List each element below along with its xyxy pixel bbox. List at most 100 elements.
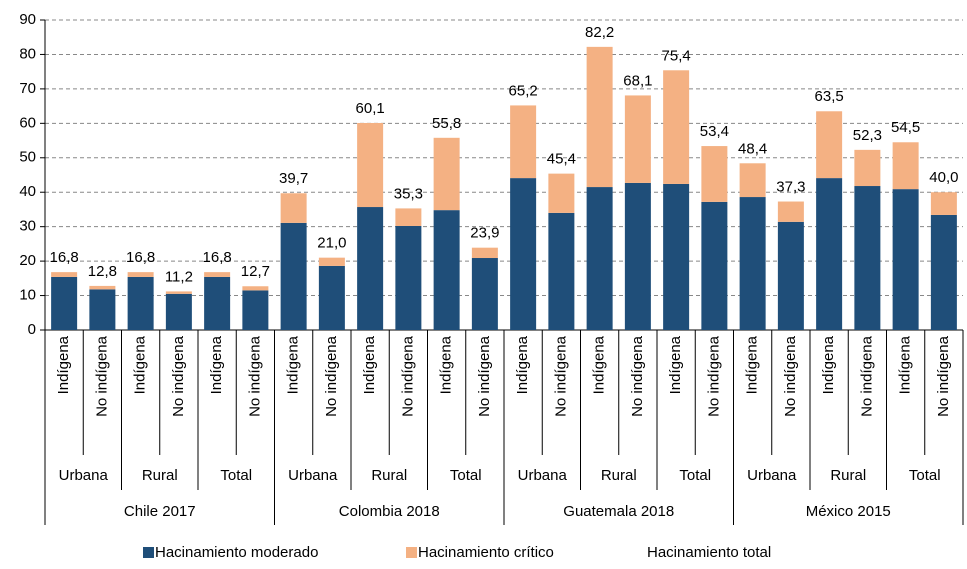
y-tick-label: 70: [19, 80, 36, 97]
bar-segment: [395, 225, 422, 330]
bar-segment: [777, 221, 804, 330]
country-label: México 2015: [806, 503, 891, 520]
x-tick-label: No indígena: [399, 335, 416, 417]
x-tick-label: Indígena: [132, 335, 149, 394]
bar-segment: [357, 122, 384, 208]
bar-segment: [165, 291, 192, 294]
y-tick-label: 90: [19, 11, 36, 28]
x-tick-label: Indígena: [285, 335, 302, 394]
y-tick-label: 60: [19, 114, 36, 131]
bar-segment: [242, 286, 269, 291]
bar-segment: [51, 272, 78, 277]
bar-segment: [510, 105, 537, 179]
x-tick-label: Indígena: [438, 335, 455, 394]
bar-segment: [471, 247, 498, 259]
bar-segment: [816, 178, 843, 330]
legend-label: Hacinamiento moderado: [155, 544, 318, 561]
x-tick-label: Indígena: [55, 335, 72, 394]
legend-label: Hacinamiento total: [647, 544, 771, 561]
y-tick-label: 30: [19, 218, 36, 235]
y-tick-label: 0: [28, 321, 36, 338]
x-tick-label: Indígena: [361, 335, 378, 394]
total-label: 37,3: [776, 178, 805, 195]
bar-segment: [701, 201, 728, 330]
bar-segment: [471, 258, 498, 330]
total-label: 54,5: [891, 119, 920, 136]
bar-segment: [280, 193, 307, 223]
group-label: Total: [679, 467, 711, 484]
bar-segment: [663, 70, 690, 184]
x-tick-label: No indígena: [170, 335, 187, 417]
bar-segment: [204, 276, 231, 330]
total-label: 68,1: [623, 72, 652, 89]
total-label: 21,0: [317, 235, 346, 252]
total-label: 12,7: [241, 263, 270, 280]
bar-segment: [854, 149, 881, 187]
total-label: 55,8: [432, 115, 461, 132]
bar-segment: [357, 207, 384, 330]
total-label: 16,8: [203, 249, 232, 266]
group-label: Rural: [601, 467, 637, 484]
x-tick-label: Indígena: [514, 335, 531, 394]
bar-segment: [510, 178, 537, 330]
group-label: Total: [450, 467, 482, 484]
country-label: Colombia 2018: [339, 503, 440, 520]
country-label: Chile 2017: [124, 503, 196, 520]
bar-segment: [280, 222, 307, 330]
bar-segment: [318, 257, 345, 266]
bar-segment: [854, 186, 881, 330]
x-tick-label: Indígena: [820, 335, 837, 394]
total-label: 23,9: [470, 225, 499, 242]
bar-segment: [777, 201, 804, 222]
group-label: Total: [909, 467, 941, 484]
group-label: Total: [220, 467, 252, 484]
bar-segment: [127, 272, 154, 277]
total-label: 16,8: [126, 249, 155, 266]
total-label: 53,4: [700, 123, 729, 140]
x-tick-label: No indígena: [93, 335, 110, 417]
total-label: 60,1: [356, 100, 385, 117]
bar-segment: [624, 182, 651, 330]
x-tick-label: No indígena: [476, 335, 493, 417]
bar-segment: [318, 265, 345, 330]
bar-segment: [739, 197, 766, 330]
x-tick-label: No indígena: [552, 335, 569, 417]
y-tick-label: 80: [19, 45, 36, 62]
legend-label: Hacinamiento crítico: [418, 544, 554, 561]
bar-segment: [663, 183, 690, 330]
group-label: Rural: [142, 467, 178, 484]
y-tick-label: 40: [19, 183, 36, 200]
bar-segment: [433, 210, 460, 330]
bar-segment: [89, 285, 116, 290]
total-label: 45,4: [547, 151, 576, 168]
x-tick-label: No indígena: [705, 335, 722, 417]
bar-segment: [586, 187, 613, 330]
bar-segment: [624, 95, 651, 183]
total-label: 65,2: [509, 82, 538, 99]
legend-swatch: [143, 547, 154, 558]
group-label: Urbana: [288, 467, 338, 484]
x-tick-label: No indígena: [323, 335, 340, 417]
x-tick-label: Indígena: [897, 335, 914, 394]
x-tick-label: Indígena: [667, 335, 684, 394]
total-label: 16,8: [50, 249, 79, 266]
y-tick-label: 10: [19, 287, 36, 304]
total-label: 52,3: [853, 127, 882, 144]
bar-segment: [701, 146, 728, 202]
x-tick-label: No indígena: [935, 335, 952, 417]
x-tick-label: Indígena: [208, 335, 225, 394]
y-tick-label: 50: [19, 149, 36, 166]
x-tick-label: Indígena: [744, 335, 761, 394]
bar-segment: [548, 173, 575, 213]
group-label: Urbana: [59, 467, 109, 484]
total-label: 48,4: [738, 140, 767, 157]
bar-segment: [930, 192, 957, 215]
bar-segment: [165, 293, 192, 330]
bar-segment: [930, 214, 957, 330]
total-label: 75,4: [662, 47, 691, 64]
bar-segment: [433, 137, 460, 211]
group-label: Rural: [371, 467, 407, 484]
legend-swatch: [406, 547, 417, 558]
x-tick-label: No indígena: [246, 335, 263, 417]
x-tick-label: Indígena: [591, 335, 608, 394]
